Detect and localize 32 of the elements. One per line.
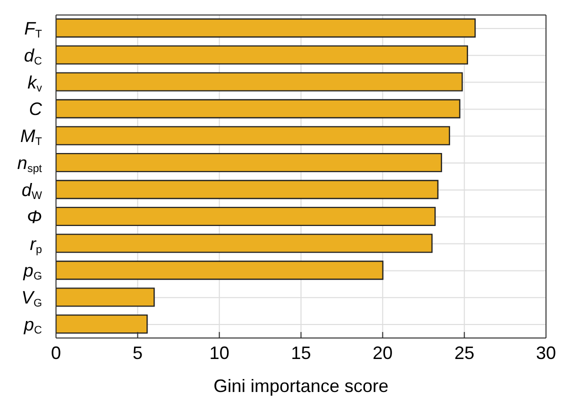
- bar: [56, 99, 460, 118]
- bar: [56, 18, 476, 38]
- y-tick-label: C: [29, 99, 43, 120]
- x-tick-label: 30: [536, 342, 556, 363]
- y-tick-label: n$_{spt}$: [17, 153, 42, 175]
- y-tick-label: d$_{C}$: [24, 45, 42, 68]
- x-tick-label: 5: [132, 342, 143, 363]
- y-tick-label: M$_{T}$: [20, 126, 42, 148]
- y-tick-label: Φ: [26, 206, 42, 227]
- y-tick-label: d$_{W}$: [22, 180, 43, 202]
- x-tick-label: 0: [50, 342, 62, 363]
- y-tick-label: k$_{v}$: [28, 72, 42, 94]
- bar: [56, 152, 442, 172]
- y-tick-label: p$_{C}$: [23, 314, 42, 336]
- y-tick-label: r$_{p}$: [30, 234, 42, 256]
- bar: [56, 260, 384, 280]
- bar: [56, 72, 463, 92]
- y-tick-label: F$_{T}$: [24, 18, 42, 40]
- y-tick-label: p$_{G}$: [22, 260, 42, 282]
- bar: [56, 206, 436, 226]
- x-tick-label: 15: [290, 342, 312, 363]
- x-tick-label: 25: [454, 342, 474, 363]
- x-tick-label: 20: [372, 342, 393, 363]
- x-axis-title: Gini importance score: [213, 376, 389, 396]
- x-tick-label: 10: [209, 342, 230, 363]
- bar: [56, 45, 468, 65]
- bar: [56, 180, 438, 200]
- bar: [56, 314, 148, 334]
- y-tick-label: V$_{G}$: [21, 288, 42, 310]
- bar: [56, 234, 433, 253]
- bar: [56, 126, 450, 146]
- bar: [56, 288, 155, 307]
